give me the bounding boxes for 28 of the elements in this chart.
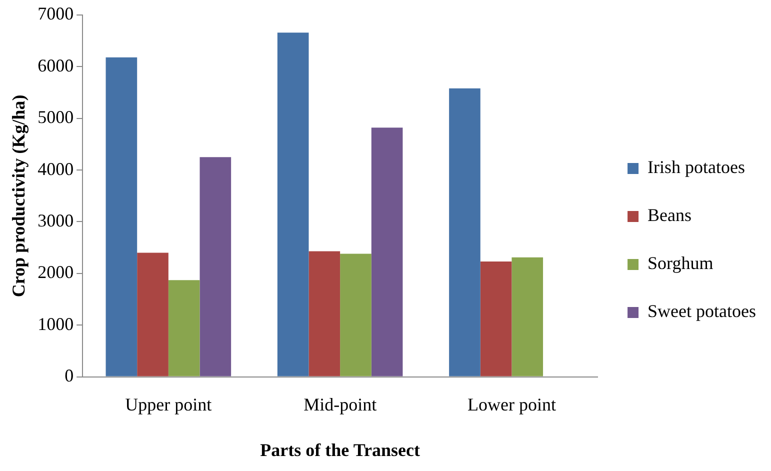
legend-label: Irish potatoes	[648, 157, 746, 178]
legend-label: Beans	[648, 205, 692, 226]
y-tick-label: 0	[64, 366, 74, 386]
y-tick-label: 5000	[38, 107, 74, 128]
x-axis-title: Parts of the Transect	[260, 440, 420, 460]
y-tick-label: 6000	[38, 55, 74, 76]
y-tick-label: 1000	[38, 314, 74, 334]
y-tick-label: 2000	[38, 262, 74, 282]
bar	[200, 157, 232, 376]
y-axis-title: Crop productivity (Kg/ha)	[8, 94, 28, 298]
bar	[371, 128, 403, 376]
bar	[137, 252, 168, 376]
legend-label: Sorghum	[648, 253, 714, 274]
x-tick-label: Lower point	[467, 394, 556, 414]
bar	[106, 57, 138, 376]
bar	[480, 262, 512, 376]
x-tick-label: Mid-point	[304, 394, 377, 414]
bar	[340, 254, 372, 376]
y-tick-label: 4000	[38, 158, 74, 179]
bar	[308, 251, 340, 376]
bar	[277, 32, 309, 376]
y-tick-label: 3000	[38, 210, 74, 230]
x-tick-label: Upper point	[125, 394, 212, 414]
bar	[512, 257, 544, 376]
y-tick-label: 7000	[38, 4, 74, 24]
legend-label: Sweet potatoes	[648, 301, 756, 322]
bar	[449, 88, 480, 376]
bar	[168, 280, 200, 376]
